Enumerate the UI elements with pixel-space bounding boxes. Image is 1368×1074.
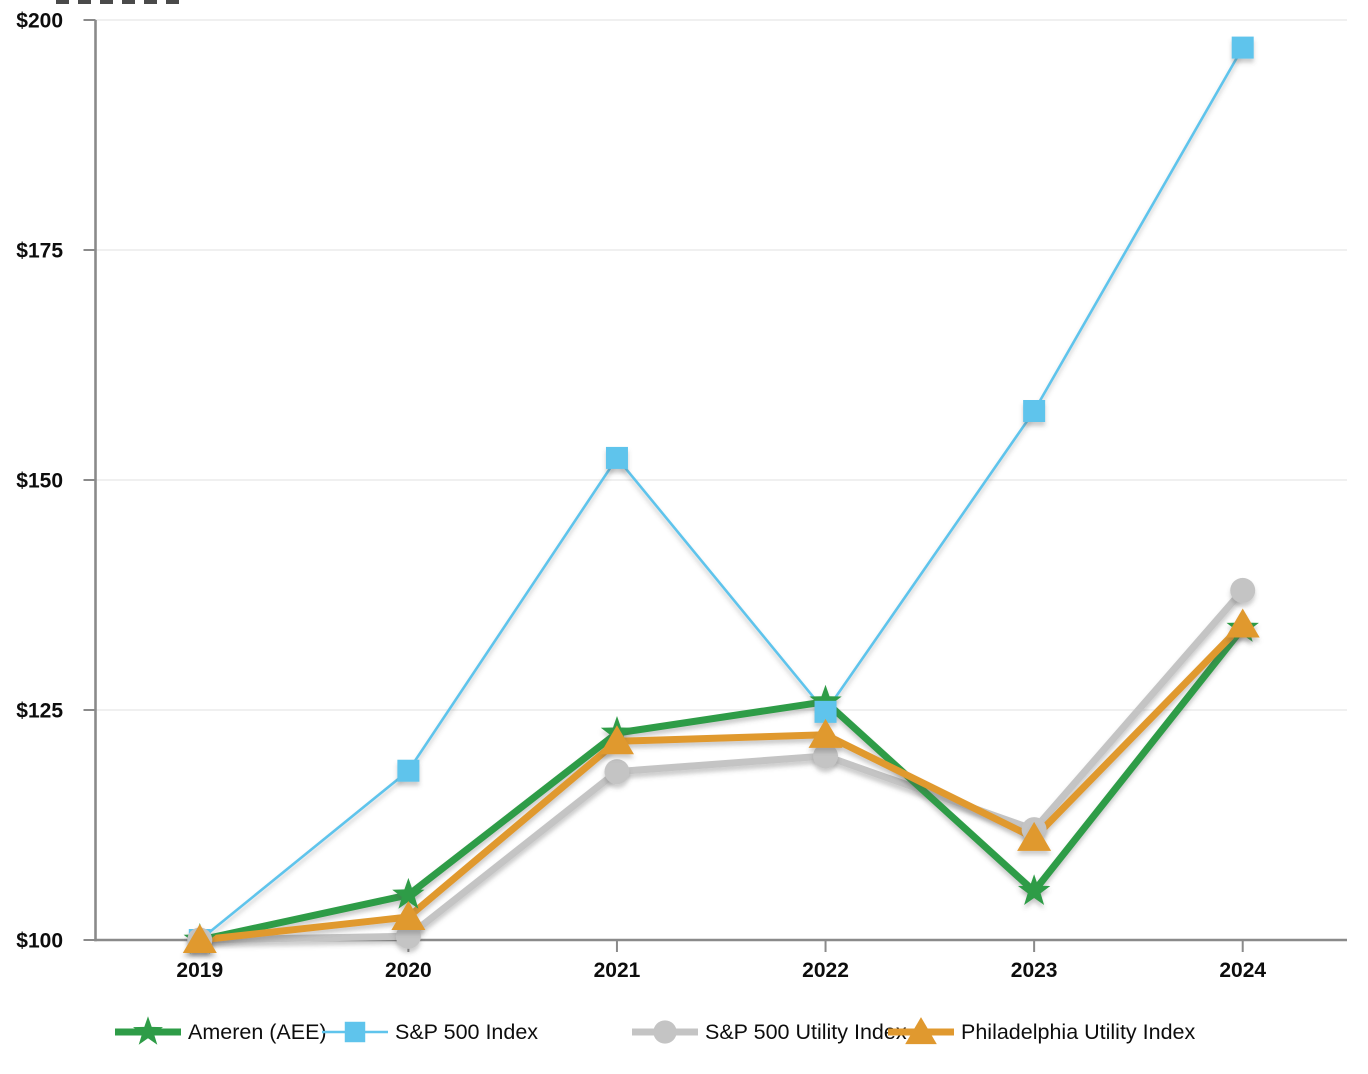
line-path bbox=[199, 588, 1246, 944]
y-tick-label: $125 bbox=[16, 700, 63, 723]
triangle-marker bbox=[808, 718, 843, 748]
line-path bbox=[199, 621, 1246, 944]
star-marker bbox=[809, 684, 842, 716]
square-marker bbox=[1231, 36, 1254, 59]
x-tick-label: 2020 bbox=[385, 959, 432, 982]
triangle-marker bbox=[1017, 821, 1052, 851]
circle-marker bbox=[395, 923, 421, 949]
x-tick-label: 2021 bbox=[594, 959, 641, 982]
series-line-2 bbox=[199, 588, 1246, 944]
y-tick-label: $200 bbox=[16, 10, 63, 33]
line-path bbox=[199, 625, 1246, 944]
triangle-marker bbox=[182, 924, 217, 953]
triangle-marker bbox=[391, 901, 426, 930]
series-line-1 bbox=[198, 46, 1244, 942]
square-marker bbox=[605, 446, 628, 469]
series-markers-3 bbox=[182, 608, 1260, 953]
series-line-3 bbox=[199, 621, 1246, 944]
series-line-0 bbox=[199, 625, 1246, 944]
circle-marker bbox=[813, 743, 839, 769]
series-markers-0 bbox=[183, 611, 1259, 954]
x-tick-label: 2019 bbox=[176, 959, 223, 982]
circle-marker bbox=[604, 759, 630, 785]
triangle-marker bbox=[1225, 608, 1260, 638]
circle-marker bbox=[1230, 577, 1256, 603]
y-tick-label: $175 bbox=[16, 240, 63, 263]
star-marker bbox=[1018, 874, 1051, 905]
cropped-text-artifact bbox=[56, 0, 186, 4]
line-path bbox=[198, 46, 1244, 942]
y-tick-label: $100 bbox=[16, 930, 63, 953]
square-marker bbox=[1023, 400, 1046, 422]
square-marker bbox=[814, 700, 837, 723]
triangle-marker bbox=[599, 725, 634, 755]
x-tick-label: 2022 bbox=[802, 959, 849, 982]
x-tick-label: 2024 bbox=[1219, 959, 1266, 982]
star-marker bbox=[392, 877, 425, 909]
square-marker bbox=[397, 759, 420, 782]
y-tick-label: $150 bbox=[16, 470, 63, 493]
x-tick-label: 2023 bbox=[1011, 959, 1058, 982]
